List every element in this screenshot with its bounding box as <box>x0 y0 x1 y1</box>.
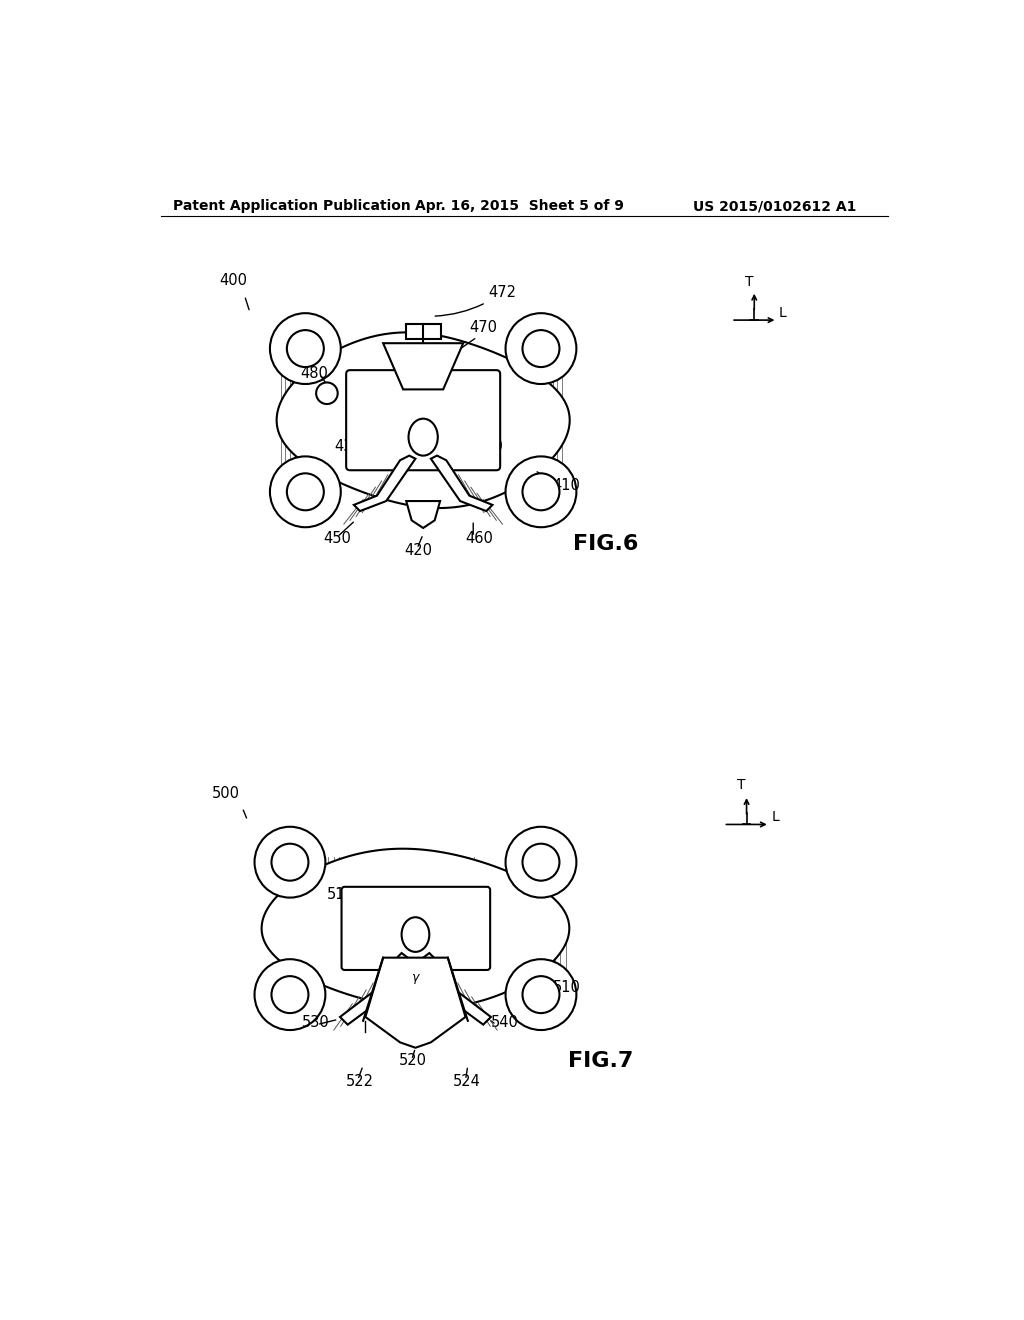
Text: 420: 420 <box>403 543 432 558</box>
Text: L: L <box>779 306 786 319</box>
Text: 520: 520 <box>398 1053 427 1068</box>
Text: 524: 524 <box>453 1074 480 1089</box>
Text: 514: 514 <box>458 887 485 902</box>
Text: 522: 522 <box>346 1074 374 1089</box>
Text: 440: 440 <box>475 440 504 454</box>
Polygon shape <box>423 953 490 1024</box>
Text: US 2015/0102612 A1: US 2015/0102612 A1 <box>692 199 856 213</box>
Text: Patent Application Publication: Patent Application Publication <box>173 199 411 213</box>
Text: 450: 450 <box>323 532 351 546</box>
Text: 410: 410 <box>553 478 581 492</box>
Text: FIG.6: FIG.6 <box>573 533 639 553</box>
Circle shape <box>506 960 577 1030</box>
Polygon shape <box>354 455 416 511</box>
Ellipse shape <box>409 418 438 455</box>
Circle shape <box>506 313 577 384</box>
Text: 470: 470 <box>469 319 498 335</box>
Circle shape <box>506 457 577 527</box>
Polygon shape <box>340 953 408 1024</box>
Circle shape <box>270 457 341 527</box>
Text: 500: 500 <box>211 785 240 800</box>
Ellipse shape <box>401 917 429 952</box>
Text: T: T <box>737 777 745 792</box>
Text: 540: 540 <box>490 1015 519 1030</box>
Text: FIG.7: FIG.7 <box>568 1051 633 1071</box>
Circle shape <box>522 474 559 511</box>
Circle shape <box>522 843 559 880</box>
Text: 472: 472 <box>435 285 517 315</box>
Circle shape <box>255 960 326 1030</box>
Text: L: L <box>771 810 779 825</box>
Circle shape <box>270 313 341 384</box>
Text: Apr. 16, 2015  Sheet 5 of 9: Apr. 16, 2015 Sheet 5 of 9 <box>416 199 625 213</box>
Circle shape <box>287 330 324 367</box>
Circle shape <box>271 977 308 1014</box>
Polygon shape <box>383 343 463 389</box>
Circle shape <box>255 826 326 898</box>
Circle shape <box>271 843 308 880</box>
Text: 460: 460 <box>466 532 494 546</box>
Polygon shape <box>366 958 466 1048</box>
Text: T: T <box>745 276 754 289</box>
Circle shape <box>316 383 338 404</box>
Text: 400: 400 <box>219 273 247 289</box>
Text: $\gamma$: $\gamma$ <box>411 972 421 986</box>
Polygon shape <box>431 455 493 511</box>
Circle shape <box>506 826 577 898</box>
FancyBboxPatch shape <box>342 887 490 970</box>
Text: 512: 512 <box>327 887 354 902</box>
Text: 530: 530 <box>301 1015 330 1030</box>
Polygon shape <box>276 333 569 508</box>
Polygon shape <box>407 502 440 528</box>
Text: 430: 430 <box>335 440 362 454</box>
Circle shape <box>287 474 324 511</box>
Text: 510: 510 <box>553 979 581 994</box>
Polygon shape <box>261 849 569 1008</box>
Circle shape <box>522 330 559 367</box>
FancyBboxPatch shape <box>346 370 500 470</box>
Text: 480: 480 <box>300 366 328 381</box>
Circle shape <box>522 977 559 1014</box>
Bar <box>407 323 441 339</box>
